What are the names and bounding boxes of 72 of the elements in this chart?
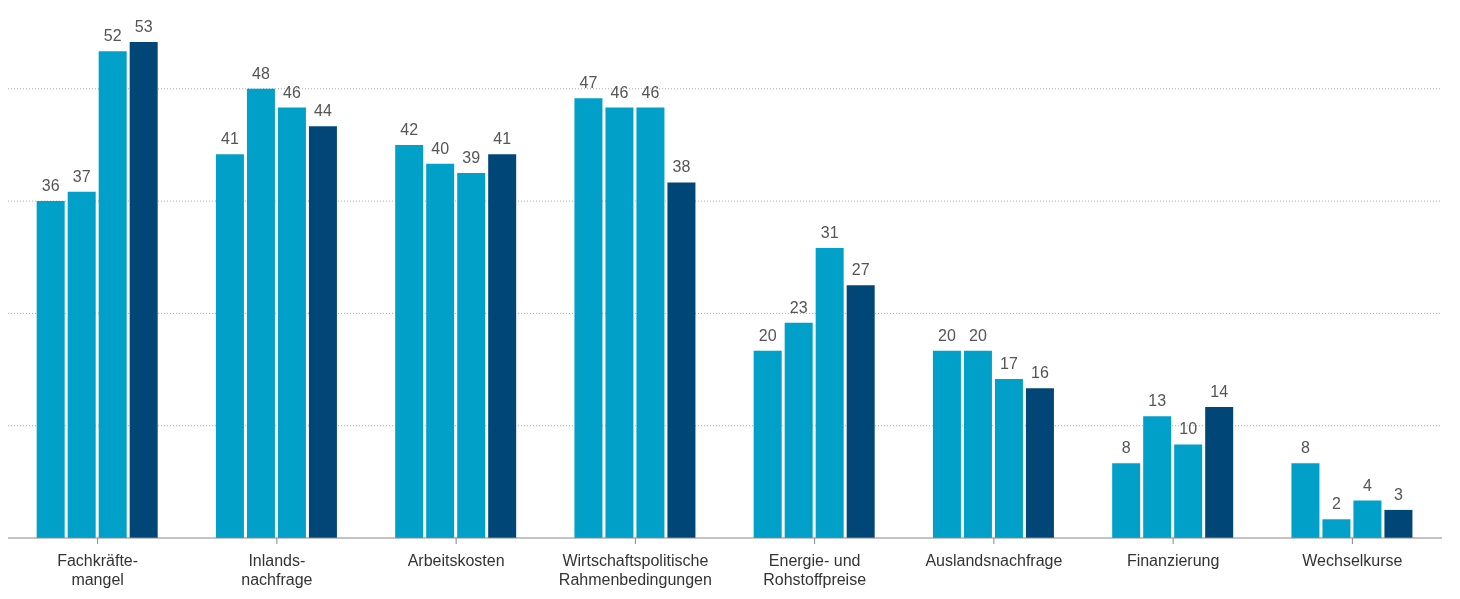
data-label: 42 [400,120,419,138]
data-label: 3 [1393,485,1403,503]
data-label: 20 [969,326,987,344]
data-label: 8 [1121,439,1131,457]
data-label: 47 [579,74,598,92]
data-label: 44 [314,102,332,120]
data-label: 16 [1031,364,1049,382]
x-tick-label: Arbeitskosten [407,552,505,569]
data-label: 4 [1362,476,1372,494]
data-label: 13 [1148,392,1167,410]
data-label: 40 [431,139,450,157]
bar [1025,388,1054,538]
bar [1322,519,1351,538]
data-label: 53 [134,18,153,35]
data-label: 31 [820,223,839,241]
data-label: 17 [1000,354,1018,372]
x-tick-label: Auslandsnachfrage [925,552,1063,569]
bar [636,107,665,538]
data-label: 38 [672,158,691,176]
data-label: 39 [462,149,481,167]
data-label: 52 [103,27,122,45]
bar [994,378,1023,538]
bar [426,163,455,538]
bar [67,191,96,538]
x-tick-label: Finanzierung [1126,552,1220,569]
data-label: 20 [938,326,956,344]
bar [815,247,844,538]
bar [308,126,337,538]
bar [1174,444,1203,538]
bar [574,98,603,538]
bar [605,107,634,538]
data-label: 36 [41,177,60,195]
data-label: 23 [789,298,808,316]
data-label: 8 [1300,439,1310,457]
bar [246,88,275,538]
bar [1112,463,1141,538]
bar [488,154,517,538]
data-label: 46 [641,83,660,101]
data-label: 41 [221,130,239,148]
data-label: 46 [610,83,629,101]
bar [846,285,875,538]
data-label: 41 [493,130,512,148]
data-label: 46 [283,83,301,101]
data-label: 48 [252,64,270,82]
bar [457,173,486,538]
bar [215,154,244,538]
bar [36,201,65,538]
data-label: 14 [1210,382,1229,400]
bar [1384,509,1413,538]
data-label: 10 [1179,420,1198,438]
bar [98,51,127,538]
data-label: 37 [72,167,91,185]
bar [129,42,158,538]
bar [963,350,992,538]
data-label: 27 [851,261,870,279]
bar [1143,416,1172,538]
bar [1205,406,1234,538]
bar [1353,500,1382,538]
bar [667,182,696,538]
x-tick-label: Wechselkurse [1302,552,1403,569]
x-tick-label: Wirtschaftspolitische Rahmenbedingungen [558,552,712,588]
data-label: 2 [1331,495,1341,513]
bar [395,144,424,538]
bar [1291,463,1320,538]
bar [784,322,813,538]
bar [277,107,306,538]
data-label: 20 [758,326,777,344]
x-tick-label: Inlands- nachfrage [241,552,313,588]
x-tick-label: Fachkräfte- mangel [57,552,139,588]
bar [753,350,782,538]
bar [932,350,961,538]
x-tick-label: Energie- und Rohstoffpreise [763,552,867,588]
